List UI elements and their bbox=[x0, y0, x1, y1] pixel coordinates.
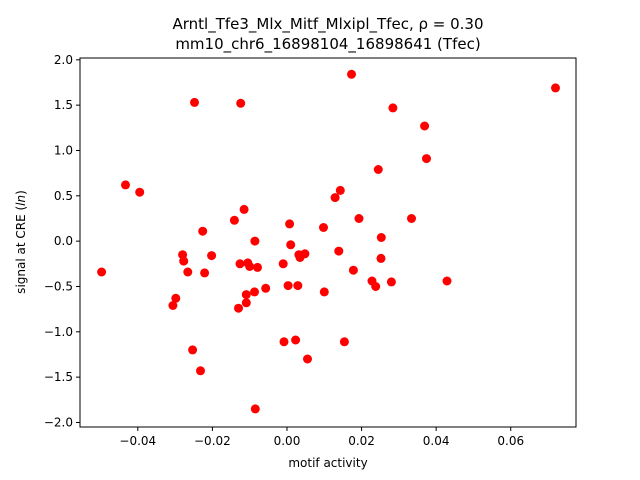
data-point-33 bbox=[291, 335, 301, 345]
data-point-28 bbox=[278, 259, 288, 269]
chart-title-line-1: Arntl_Tfe3_Mlx_Mitf_Mlxipl_Tfec, ρ = 0.3… bbox=[172, 15, 483, 34]
data-point-11 bbox=[198, 226, 208, 236]
data-point-18 bbox=[239, 204, 249, 214]
data-point-26 bbox=[253, 262, 262, 272]
y-tick-label-0: −2.0 bbox=[44, 415, 73, 429]
data-point-49 bbox=[371, 282, 381, 291]
x-tick-label-5: 0.06 bbox=[497, 434, 524, 448]
data-point-19 bbox=[241, 298, 251, 308]
y-tick-label-1: −1.5 bbox=[44, 370, 73, 384]
x-tick-label-4: 0.04 bbox=[423, 434, 450, 448]
y-tick-label-6: 1.0 bbox=[54, 143, 73, 157]
y-axis-label-suffix: ) bbox=[14, 190, 28, 195]
data-point-51 bbox=[376, 253, 386, 263]
data-point-16 bbox=[235, 259, 245, 269]
data-point-15 bbox=[234, 303, 243, 313]
data-point-10 bbox=[196, 366, 205, 376]
chart-title-rho: ρ = 0.30 bbox=[418, 15, 483, 33]
chart-title-text: Arntl_Tfe3_Mlx_Mitf_Mlxipl_Tfec, bbox=[172, 15, 418, 34]
data-point-4 bbox=[171, 293, 181, 303]
data-point-6 bbox=[179, 256, 189, 266]
data-point-12 bbox=[200, 268, 210, 278]
y-axis-label-italic: ln bbox=[14, 195, 28, 206]
x-tick-label-0: −0.04 bbox=[119, 434, 156, 448]
data-point-57 bbox=[422, 154, 431, 164]
y-tick-label-3: −0.5 bbox=[44, 279, 73, 293]
x-tick-label-2: 0.00 bbox=[274, 434, 301, 448]
data-point-58 bbox=[442, 276, 452, 286]
data-point-30 bbox=[283, 281, 293, 291]
data-point-47 bbox=[354, 214, 364, 223]
data-point-17 bbox=[236, 98, 246, 108]
data-point-39 bbox=[319, 223, 328, 232]
data-point-24 bbox=[250, 236, 260, 246]
y-axis-label-prefix: signal at CRE ( bbox=[14, 206, 28, 294]
chart-title-line-2: mm10_chr6_16898104_16898641 (Tfec) bbox=[175, 35, 480, 54]
data-point-23 bbox=[250, 287, 259, 297]
plot-area-frame bbox=[79, 57, 577, 428]
data-point-59 bbox=[551, 83, 560, 93]
data-point-56 bbox=[420, 121, 430, 131]
data-point-31 bbox=[285, 219, 295, 229]
data-point-55 bbox=[407, 214, 416, 223]
data-point-14 bbox=[229, 215, 239, 225]
y-tick-label-8: 2.0 bbox=[54, 53, 73, 67]
data-point-32 bbox=[286, 240, 296, 250]
x-tick-label-3: 0.02 bbox=[348, 434, 375, 448]
y-tick-label-2: −1.0 bbox=[44, 325, 73, 339]
data-point-38 bbox=[303, 354, 312, 364]
data-point-2 bbox=[135, 187, 145, 197]
x-axis-ticks: −0.04 −0.02 0.00 0.02 0.04 0.06 bbox=[119, 427, 524, 448]
data-point-43 bbox=[335, 185, 345, 195]
y-axis-ticks: −2.0 −1.5 −1.0 −0.5 0.0 0.5 1.0 1.5 2.0 bbox=[44, 53, 80, 429]
data-point-37 bbox=[300, 249, 310, 259]
data-point-7 bbox=[183, 267, 193, 277]
data-point-20 bbox=[241, 290, 251, 300]
data-point-29 bbox=[279, 337, 289, 347]
x-axis-label: motif activity bbox=[288, 456, 367, 470]
data-point-8 bbox=[188, 345, 198, 355]
x-tick-label-1: −0.02 bbox=[194, 434, 231, 448]
data-point-34 bbox=[293, 281, 303, 291]
data-point-50 bbox=[373, 165, 383, 174]
data-point-3 bbox=[168, 301, 178, 310]
data-point-1 bbox=[121, 180, 130, 190]
data-point-13 bbox=[207, 251, 217, 261]
data-point-25 bbox=[250, 404, 260, 414]
data-point-53 bbox=[386, 277, 396, 287]
data-point-44 bbox=[339, 337, 349, 347]
y-tick-label-7: 1.5 bbox=[54, 98, 73, 112]
y-tick-label-5: 0.5 bbox=[54, 189, 73, 203]
data-point-40 bbox=[319, 287, 329, 297]
data-point-52 bbox=[376, 233, 386, 242]
data-point-45 bbox=[347, 69, 356, 79]
y-tick-label-4: 0.0 bbox=[54, 234, 73, 248]
data-point-22 bbox=[245, 262, 255, 271]
data-point-9 bbox=[190, 97, 199, 107]
data-point-0 bbox=[97, 267, 107, 277]
data-point-46 bbox=[348, 265, 358, 275]
y-axis-label: signal at CRE (ln) bbox=[14, 190, 28, 294]
data-points bbox=[97, 69, 560, 414]
data-point-27 bbox=[261, 283, 271, 293]
data-point-54 bbox=[388, 103, 398, 113]
data-point-41 bbox=[330, 193, 340, 203]
data-point-42 bbox=[334, 246, 344, 256]
